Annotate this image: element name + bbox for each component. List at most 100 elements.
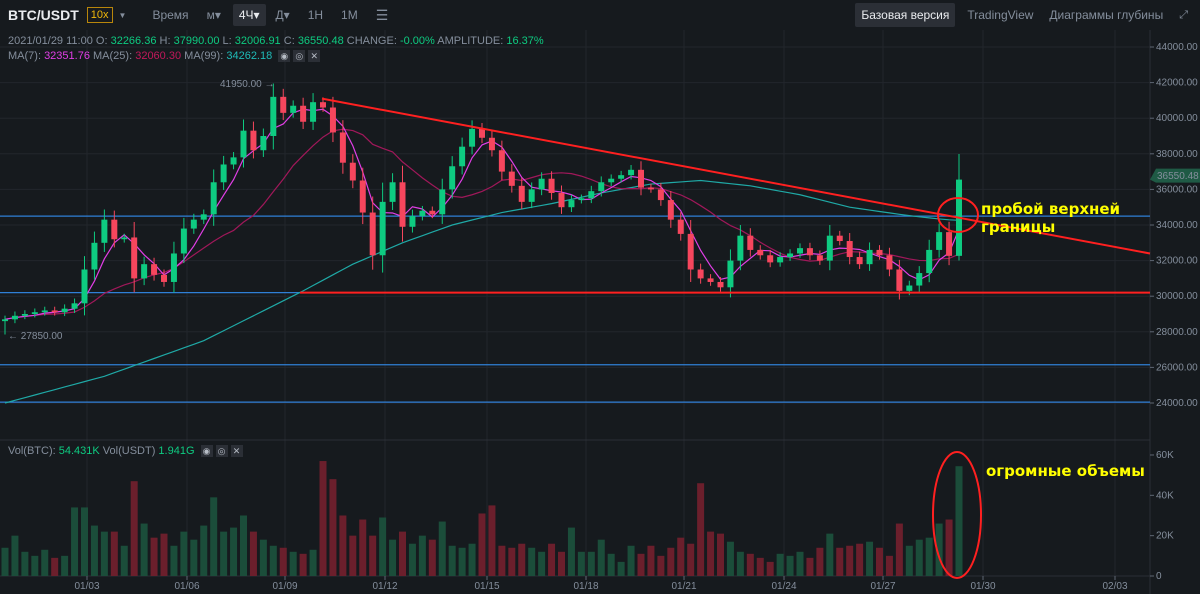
candle-body	[737, 235, 744, 261]
candle-body	[647, 187, 654, 190]
candle-body	[479, 128, 485, 138]
volume-bar	[736, 551, 744, 576]
ma99-line	[4, 179, 960, 404]
candle	[141, 256, 148, 286]
candle-body	[727, 260, 734, 288]
tab-tradingview[interactable]: TradingView	[967, 8, 1034, 22]
volume-bar	[726, 541, 734, 576]
candle	[479, 123, 485, 144]
interval-time[interactable]: Время	[152, 8, 189, 22]
sliders-icon[interactable]: ☰	[375, 6, 389, 23]
candle	[121, 233, 128, 243]
current-price-label: 36550.48	[1157, 171, 1199, 182]
volume-bar	[160, 533, 168, 576]
expand-icon[interactable]: ⤢	[1179, 8, 1188, 21]
volume-bar	[230, 527, 238, 576]
tab-depth[interactable]: Диаграммы глубины	[1049, 8, 1164, 22]
low-value: 32006.91	[234, 35, 281, 47]
candle	[777, 252, 784, 267]
candle	[657, 182, 664, 206]
leverage-badge[interactable]: 10x	[86, 7, 113, 23]
candle-body	[429, 210, 436, 215]
candle-body	[777, 257, 784, 263]
volume-bar	[289, 551, 297, 576]
eye-icon[interactable]: ◉	[200, 445, 213, 458]
close-icon[interactable]: ✕	[230, 445, 243, 458]
candle	[329, 96, 336, 143]
candle-body	[419, 210, 426, 217]
eye-icon[interactable]: ◉	[278, 50, 291, 63]
volume-bar	[279, 547, 287, 576]
volume-bar	[498, 545, 506, 576]
candle	[677, 212, 684, 241]
candle	[220, 155, 227, 190]
volume-bar	[707, 531, 715, 576]
volume-bar	[61, 555, 69, 576]
chevron-down-icon[interactable]: ▼	[118, 10, 127, 20]
volume-bar	[587, 551, 595, 576]
interval-4h[interactable]: 4Ч▾	[232, 4, 266, 26]
candle	[270, 83, 277, 150]
candle-body	[51, 310, 58, 313]
interval-1w[interactable]: 1Н	[307, 8, 324, 22]
date-tick-label: 01/15	[474, 581, 499, 592]
volume-bar	[408, 543, 416, 576]
candle	[81, 256, 88, 316]
price-tick-label: 36000.00	[1156, 184, 1198, 195]
settings-icon[interactable]: ◎	[215, 445, 228, 458]
candle-body	[310, 102, 317, 122]
candle-body	[31, 312, 38, 314]
candle	[697, 263, 704, 284]
interval-1m[interactable]: 1М	[341, 8, 358, 22]
candle	[508, 164, 515, 193]
candle	[568, 194, 575, 213]
volume-bar	[796, 551, 804, 576]
candle-body	[896, 269, 903, 291]
candle-body	[518, 185, 525, 202]
candle-body	[528, 189, 535, 202]
volume-tick-label: 0	[1156, 571, 1162, 582]
date-tick-label: 01/12	[372, 581, 397, 592]
tab-basic[interactable]: Базовая версия	[855, 3, 956, 27]
volume-bar	[170, 545, 178, 576]
candle-body	[210, 182, 217, 215]
open-value: 32266.36	[110, 35, 157, 47]
volume-bar	[81, 507, 88, 576]
interval-minutes[interactable]: м▾	[206, 8, 221, 22]
candle-body	[757, 249, 764, 256]
change-value: -0.00%	[399, 35, 435, 47]
volume-bar	[766, 561, 774, 576]
candle	[926, 239, 933, 283]
amplitude-value: 16.37%	[506, 35, 544, 47]
volume-bar	[915, 539, 923, 576]
volume-bar	[210, 497, 218, 576]
high-value: 37990.00	[173, 35, 220, 47]
candle-body	[220, 164, 227, 183]
candle	[180, 217, 187, 264]
vol-btc-label: Vol(BTC):	[8, 445, 56, 457]
candle-body	[628, 169, 635, 176]
candle-date: 2021/01/29 11:00	[8, 35, 93, 47]
low-label: L:	[222, 35, 232, 47]
candle	[916, 266, 923, 292]
candle	[439, 178, 446, 224]
candle	[767, 249, 774, 268]
volume-bar	[180, 531, 188, 576]
candle	[826, 225, 833, 271]
breakout-circle	[937, 197, 979, 233]
candle-body	[280, 96, 287, 113]
candle-body	[826, 235, 833, 261]
candle	[91, 231, 98, 280]
volume-annotation: огромные объемы	[986, 462, 1145, 480]
candle-body	[290, 105, 297, 113]
candle-body	[270, 96, 277, 136]
close-icon[interactable]: ✕	[308, 50, 321, 63]
candle-body	[339, 132, 346, 163]
candle	[151, 257, 158, 281]
volume-legend: Vol(BTC): 54.431K Vol(USDT) 1.941G ◉ ◎ ✕	[8, 445, 243, 458]
volume-bar	[200, 525, 208, 576]
settings-icon[interactable]: ◎	[293, 50, 306, 63]
interval-day[interactable]: Д▾	[275, 8, 290, 22]
volume-bar	[220, 531, 228, 576]
